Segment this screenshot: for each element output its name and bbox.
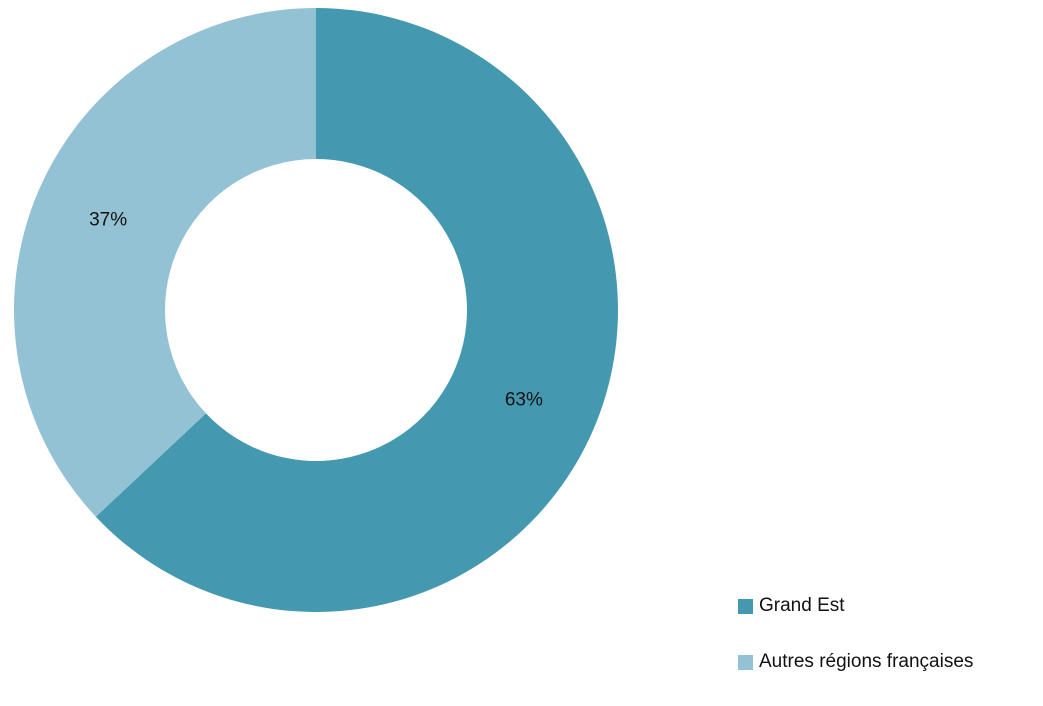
donut-slice-1 [14, 8, 317, 517]
legend-swatch-grand-est [738, 598, 753, 614]
donut-chart-svg: 63% 37% [14, 8, 619, 612]
legend: Grand Est Autres régions françaises [738, 594, 1038, 706]
legend-label-grand-est: Grand Est [759, 595, 845, 616]
legend-item-autres-regions: Autres régions françaises [738, 650, 1038, 674]
donut-chart: 63% 37% Grand Est Autres régions français… [14, 8, 973, 672]
legend-label-autres-regions: Autres régions françaises [759, 651, 974, 672]
legend-swatch-autres-regions [738, 654, 753, 670]
donut-slice-0 [95, 8, 619, 612]
donut-slice-label-1: 37% [89, 210, 127, 231]
donut-slice-label-0: 63% [505, 389, 543, 410]
legend-item-grand-est: Grand Est [738, 594, 1038, 618]
